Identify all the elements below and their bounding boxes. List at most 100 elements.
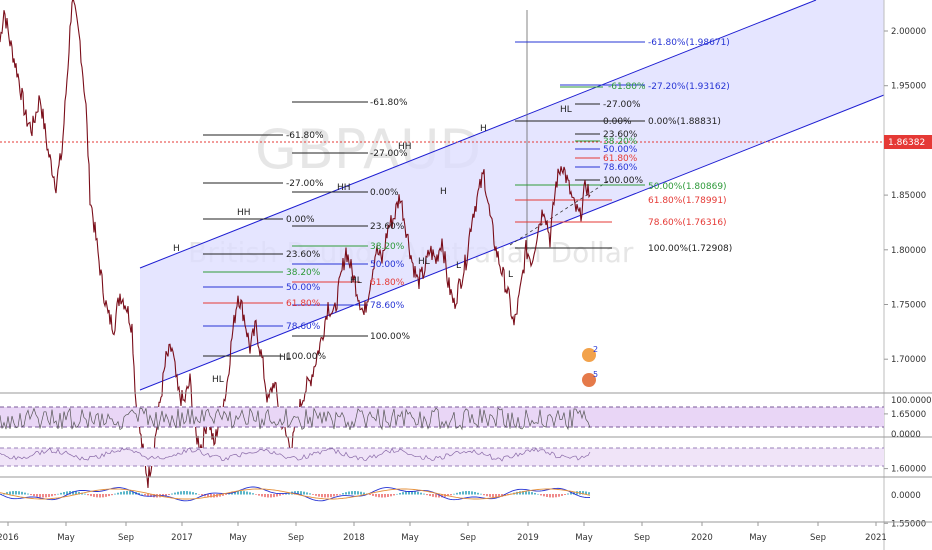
macd-histogram-bar <box>369 494 371 495</box>
macd-histogram-bar <box>387 494 389 497</box>
macd-histogram-bar <box>348 491 350 495</box>
macd-histogram-bar <box>195 493 197 495</box>
macd-histogram-bar <box>495 494 497 498</box>
macd-histogram-bar <box>558 494 560 497</box>
macd-histogram-bar <box>72 491 74 495</box>
price-axis[interactable]: 2.000001.950001.900001.850001.800001.750… <box>884 27 926 529</box>
macd-histogram-bar <box>420 492 422 495</box>
time-tick-label: May <box>229 533 247 543</box>
macd-histogram-bar <box>477 492 479 495</box>
macd-histogram-bar <box>435 494 437 498</box>
macd-histogram-bar <box>105 494 107 497</box>
price-tick-label: 1.55000 <box>891 519 926 529</box>
fib-mid-label: 61.80% <box>370 278 405 288</box>
time-tick-label: May <box>575 533 593 543</box>
fib-mid-label: -61.80% <box>370 98 408 108</box>
channel-fill <box>140 0 884 390</box>
swing-label: HL <box>279 353 291 363</box>
macd-histogram-bar <box>285 493 287 495</box>
macd-histogram-bar <box>468 491 470 495</box>
channel-lower-line[interactable] <box>139 94 885 391</box>
macd-histogram-bar <box>564 494 566 495</box>
macd-histogram-bar <box>483 494 485 496</box>
fib-top-label: 0.00% <box>603 117 632 127</box>
macd-histogram-bar <box>75 491 77 495</box>
time-axis[interactable]: 2016 May Sep 2017 May Sep 2018 May Sep 2019 May Sep… <box>0 522 887 543</box>
macd-histogram-bar <box>27 493 29 495</box>
price-tick-label: 1.70000 <box>891 355 926 365</box>
macd-histogram-bar <box>78 491 80 495</box>
macd-histogram-bar <box>18 491 20 495</box>
macd-histogram-bar <box>39 494 41 498</box>
swing-label: HL <box>418 257 430 267</box>
macd-histogram-bar <box>540 494 542 496</box>
macd-histogram-bar <box>417 491 419 495</box>
macd-histogram-bar <box>411 491 413 495</box>
macd-histogram-bar <box>528 491 530 495</box>
macd-histogram-bar <box>9 491 11 495</box>
fib-left-label: 38.20% <box>286 268 321 278</box>
macd-histogram-bar <box>300 491 302 495</box>
macd-histogram-bar <box>126 491 128 495</box>
macd-histogram-bar <box>150 494 152 497</box>
fib-right-label: -27.20%(1.93162) <box>648 82 730 92</box>
macd-histogram-bar <box>438 494 440 498</box>
macd-histogram-bar <box>252 493 254 495</box>
macd-histogram-bar <box>171 493 173 495</box>
event-badge-icon <box>582 373 596 387</box>
macd-histogram-bar <box>102 494 104 498</box>
macd-histogram-bar <box>465 491 467 495</box>
macd-histogram-bar <box>93 494 95 497</box>
macd-histogram-bar <box>201 494 203 496</box>
macd-histogram-bar <box>561 494 563 496</box>
macd-histogram-bar <box>30 494 32 496</box>
time-tick-label: Sep <box>634 533 650 543</box>
time-tick-label: 2021 <box>865 533 887 543</box>
event-badges[interactable]: 2 5 <box>582 345 598 387</box>
macd-histogram-bar <box>147 494 149 497</box>
swing-label: HH <box>398 142 412 152</box>
macd-tick: 0.0000 <box>891 491 921 501</box>
macd-histogram-bar <box>297 491 299 495</box>
macd-histogram-bar <box>519 491 521 495</box>
fib-top-label: 23.60% <box>603 130 638 140</box>
macd-histogram-bar <box>270 494 272 498</box>
event-badge-count: 2 <box>593 345 598 354</box>
macd-histogram-bar <box>552 494 554 498</box>
macd-histogram-bar <box>489 494 491 497</box>
macd-histogram-bar <box>282 494 284 495</box>
macd-histogram-bar <box>249 492 251 495</box>
macd-histogram-bar <box>471 491 473 495</box>
channel-upper-line[interactable] <box>139 0 817 269</box>
fib-lines <box>203 41 645 357</box>
macd-histogram-bar <box>240 491 242 495</box>
macd-histogram-bar <box>303 491 305 495</box>
macd-histogram-bar <box>498 494 500 498</box>
macd-histogram-bar <box>6 492 8 495</box>
macd-histogram-bar <box>189 491 191 495</box>
macd-histogram-bar <box>318 494 320 497</box>
macd-histogram-bar <box>462 491 464 495</box>
rsi-line <box>0 447 591 462</box>
macd-histogram-bar <box>228 493 230 495</box>
macd-histogram-bar <box>42 494 44 498</box>
fib-top-label: 38.20% <box>603 137 638 147</box>
fib-mid-label: 23.60% <box>370 222 405 232</box>
macd-histogram-bar <box>57 493 59 495</box>
price-tick-label: 1.60000 <box>891 465 926 475</box>
macd-histogram-bar <box>198 494 200 495</box>
fib-left-label: 23.60% <box>286 250 321 260</box>
macd-histogram-bar <box>441 494 443 498</box>
oscillator-band <box>0 407 884 427</box>
macd-histogram-bar <box>207 494 209 498</box>
macd-histogram-bar <box>174 492 176 495</box>
macd-histogram-bar <box>222 494 224 496</box>
time-tick-label: May <box>401 533 419 543</box>
macd-line <box>0 486 591 502</box>
macd-histogram-bar <box>426 494 428 496</box>
macd-histogram-bar <box>459 491 461 495</box>
time-tick-label: Sep <box>118 533 134 543</box>
macd-histogram-bar <box>456 492 458 495</box>
macd-histogram-bar <box>264 494 266 498</box>
